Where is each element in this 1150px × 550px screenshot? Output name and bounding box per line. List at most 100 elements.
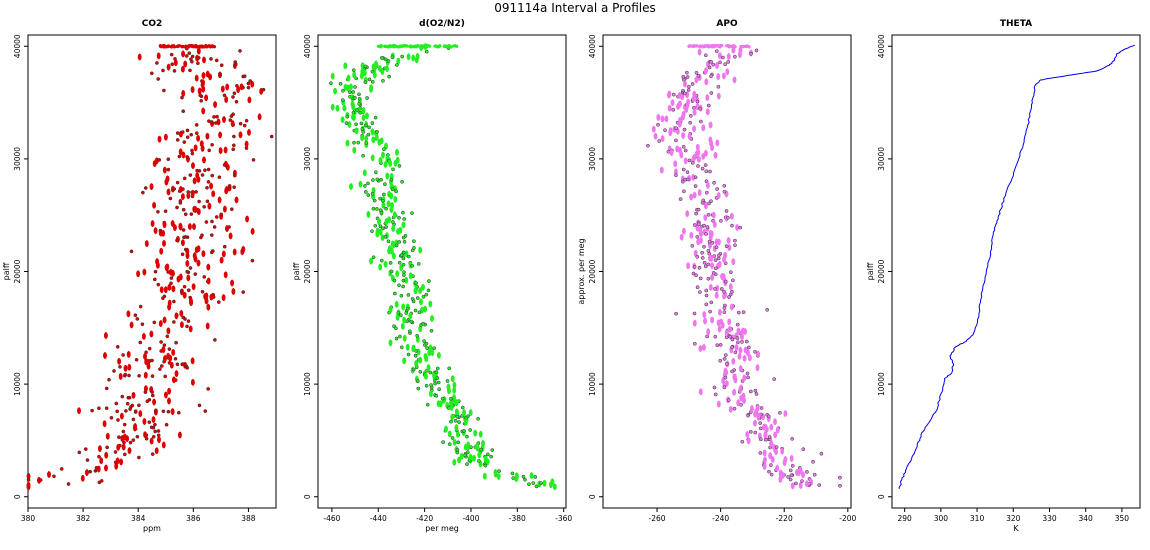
data-point <box>468 453 473 461</box>
data-point <box>391 225 396 232</box>
data-point <box>342 104 347 112</box>
data-point <box>411 345 416 353</box>
data-point <box>177 154 182 159</box>
data-point <box>534 484 539 489</box>
data-point <box>736 399 741 407</box>
data-point <box>705 225 710 230</box>
data-point <box>211 190 216 198</box>
data-point <box>723 353 728 357</box>
data-point <box>738 365 743 373</box>
data-point <box>147 346 152 351</box>
x-axis-label: K <box>1013 524 1019 533</box>
data-point <box>115 457 120 465</box>
data-point <box>352 146 357 154</box>
data-point <box>401 235 406 240</box>
data-point <box>450 375 455 383</box>
data-point <box>159 45 163 49</box>
data-point <box>819 451 824 456</box>
data-point <box>706 328 711 336</box>
data-point <box>225 163 230 171</box>
data-point <box>353 96 357 100</box>
data-point <box>706 103 711 108</box>
x-tick-label: -360 <box>555 514 572 523</box>
data-point <box>195 168 199 173</box>
data-point <box>97 445 102 453</box>
data-point <box>217 175 222 180</box>
data-point <box>363 64 368 69</box>
data-point <box>384 142 388 150</box>
data-point <box>181 151 186 159</box>
data-point <box>686 88 691 92</box>
data-point <box>184 54 189 58</box>
x-tick-label: 350 <box>1115 514 1130 523</box>
data-point <box>704 190 709 195</box>
data-point <box>174 312 179 320</box>
data-point <box>722 189 727 194</box>
data-point <box>749 51 753 56</box>
data-point <box>225 83 230 91</box>
data-point <box>732 388 737 396</box>
data-point <box>169 276 174 280</box>
data-point <box>730 223 734 228</box>
data-point <box>77 407 81 415</box>
x-axis-label: ppm <box>143 524 161 533</box>
data-point <box>170 220 175 227</box>
data-point <box>396 45 400 49</box>
data-point <box>406 254 411 259</box>
data-point <box>185 128 190 133</box>
data-point <box>426 364 431 372</box>
data-point <box>97 406 101 411</box>
y-tick-label: 40000 <box>877 34 886 58</box>
data-point <box>740 327 745 335</box>
data-point <box>353 85 357 89</box>
data-point <box>183 247 188 252</box>
data-point <box>363 190 368 194</box>
data-point <box>423 305 428 313</box>
data-point <box>660 115 665 123</box>
data-point <box>723 62 728 67</box>
data-point <box>340 116 345 124</box>
data-point <box>758 421 763 425</box>
data-point <box>186 274 191 282</box>
data-point <box>397 283 401 288</box>
x-tick-label: 380 <box>21 514 36 523</box>
data-point <box>191 162 195 170</box>
data-point <box>674 138 678 143</box>
data-point <box>452 458 457 466</box>
data-point <box>755 364 760 372</box>
data-point <box>123 364 128 372</box>
data-point <box>704 302 709 307</box>
y-axis-label: palff <box>2 262 11 280</box>
data-point <box>166 409 171 414</box>
data-point <box>456 440 461 445</box>
data-point <box>223 271 228 279</box>
data-point <box>198 93 203 98</box>
data-point <box>99 457 104 465</box>
data-point <box>121 353 125 357</box>
data-point <box>424 383 429 388</box>
data-point <box>207 202 212 210</box>
data-point <box>238 131 243 139</box>
data-point <box>733 350 738 355</box>
data-point <box>717 52 722 60</box>
panel-title: APO <box>716 19 738 29</box>
data-point <box>341 88 345 93</box>
data-point <box>370 229 374 234</box>
data-point <box>714 245 719 250</box>
data-point <box>727 325 732 333</box>
data-point <box>447 442 452 447</box>
data-point <box>692 341 697 346</box>
data-point <box>200 173 205 177</box>
data-point <box>406 53 411 61</box>
data-point <box>172 69 177 73</box>
data-point <box>345 114 350 119</box>
data-point <box>685 75 690 79</box>
data-point <box>169 361 174 369</box>
data-point <box>230 120 235 128</box>
data-point <box>378 196 382 201</box>
data-point <box>392 278 397 283</box>
data-point <box>349 183 353 191</box>
data-point <box>454 408 459 416</box>
data-point <box>414 56 419 64</box>
data-point <box>378 263 383 271</box>
